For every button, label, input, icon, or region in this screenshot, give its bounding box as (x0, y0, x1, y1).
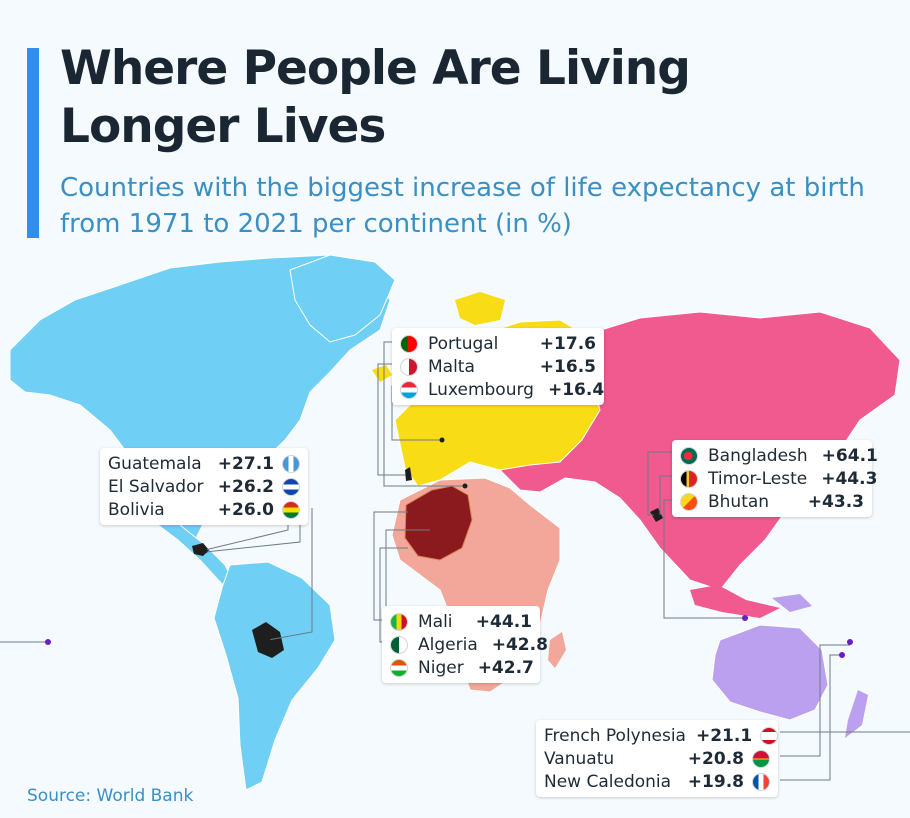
region-papua (772, 594, 812, 612)
luxembourg-flag-icon (400, 380, 418, 399)
country-name: Bhutan (708, 491, 770, 512)
list-item: Bangladesh +64.1 (680, 444, 878, 467)
country-name: Luxembourg (428, 379, 534, 400)
country-value: +26.0 (217, 499, 274, 520)
source-note: Source: World Bank (27, 786, 194, 806)
list-item: Bhutan +43.3 (680, 490, 864, 513)
country-name: New Caledonia (544, 771, 672, 792)
europe-box: Portugal +17.6 Malta +16.5 Luxembourg +1… (392, 328, 604, 405)
region-madagascar (548, 632, 566, 668)
country-value: +44.1 (475, 611, 532, 632)
continent-south-america (213, 561, 336, 791)
continent-north-america (9, 254, 391, 541)
bhutan-flag-icon (680, 492, 698, 511)
bangladesh-flag-icon (680, 446, 698, 465)
bolivia-flag-icon (282, 500, 300, 519)
country-value: +16.4 (547, 379, 605, 400)
country-name: Vanuatu (544, 748, 615, 769)
mali-flag-icon (390, 612, 408, 631)
guatemala-flag-icon (282, 454, 300, 473)
list-item: Algeria +42.8 (390, 633, 548, 656)
africa-box: Mali +44.1 Algeria +42.8 Niger +42.7 (382, 606, 548, 683)
country-name: El Salvador (108, 476, 204, 497)
oceania-box: French Polynesia +21.1 Vanuatu +20.8 New… (536, 720, 779, 797)
malta-flag-icon (400, 357, 418, 376)
country-name: Malta (428, 356, 475, 377)
list-item: Mali +44.1 (390, 610, 532, 633)
portugal-flag-icon (400, 334, 418, 353)
country-value: +27.1 (217, 453, 274, 474)
region-iceland (372, 365, 392, 382)
region-japan (815, 398, 840, 445)
country-name: Guatemala (108, 453, 202, 474)
americas-box: Guatemala +27.1 El Salvador +26.2 Bolivi… (100, 448, 308, 525)
vanuatu-flag-icon (752, 749, 770, 768)
region-new-zealand (845, 690, 868, 738)
list-item: Bolivia +26.0 (108, 498, 300, 521)
timor-leste-flag-icon (680, 469, 698, 488)
algeria-flag-icon (390, 635, 408, 654)
country-name: Mali (418, 611, 453, 632)
el-salvador-flag-icon (282, 477, 300, 496)
country-value: +17.6 (539, 333, 596, 354)
country-value: +26.2 (217, 476, 274, 497)
country-value: +44.3 (821, 468, 878, 489)
asia-box: Bangladesh +64.1 Timor-Leste +44.3 Bhuta… (672, 440, 878, 517)
country-name: Bangladesh (708, 445, 808, 466)
list-item: Malta +16.5 (400, 355, 596, 378)
list-item: Luxembourg +16.4 (400, 378, 604, 401)
country-name: French Polynesia (544, 725, 686, 746)
list-item: Guatemala +27.1 (108, 452, 300, 475)
new-caledonia-flag-icon (752, 772, 770, 791)
country-name: Bolivia (108, 499, 165, 520)
country-value: +16.5 (539, 356, 596, 377)
highlight-algeria-mali-niger (404, 485, 473, 561)
country-value: +20.8 (687, 748, 744, 769)
region-scandinavia (455, 292, 505, 325)
country-value: +42.8 (491, 634, 548, 655)
country-name: Algeria (418, 634, 478, 655)
list-item: Timor-Leste +44.3 (680, 467, 877, 490)
continent-oceania (711, 624, 829, 721)
region-greenland (289, 254, 396, 343)
niger-flag-icon (390, 658, 408, 677)
country-name: Timor-Leste (708, 468, 808, 489)
country-name: Niger (418, 657, 464, 678)
country-name: Portugal (428, 333, 499, 354)
leader-dots (45, 437, 853, 658)
list-item: Portugal +17.6 (400, 332, 596, 355)
page-title: Where People Are Living Longer Lives (60, 41, 691, 154)
country-value: +64.1 (821, 445, 878, 466)
country-value: +42.7 (477, 657, 534, 678)
region-southeast-asia-islands (690, 585, 780, 618)
list-item: Vanuatu +20.8 (544, 747, 770, 770)
page-subtitle: Countries with the biggest increase of l… (60, 173, 865, 239)
title-accent-bar (27, 48, 39, 238)
list-item: El Salvador +26.2 (108, 475, 300, 498)
list-item: Niger +42.7 (390, 656, 534, 679)
country-value: +43.3 (807, 491, 864, 512)
list-item: New Caledonia +19.8 (544, 770, 770, 793)
french-polynesia-flag-icon (760, 726, 779, 745)
country-value: +21.1 (695, 725, 753, 746)
list-item: French Polynesia +21.1 (544, 724, 779, 747)
country-value: +19.8 (687, 771, 744, 792)
